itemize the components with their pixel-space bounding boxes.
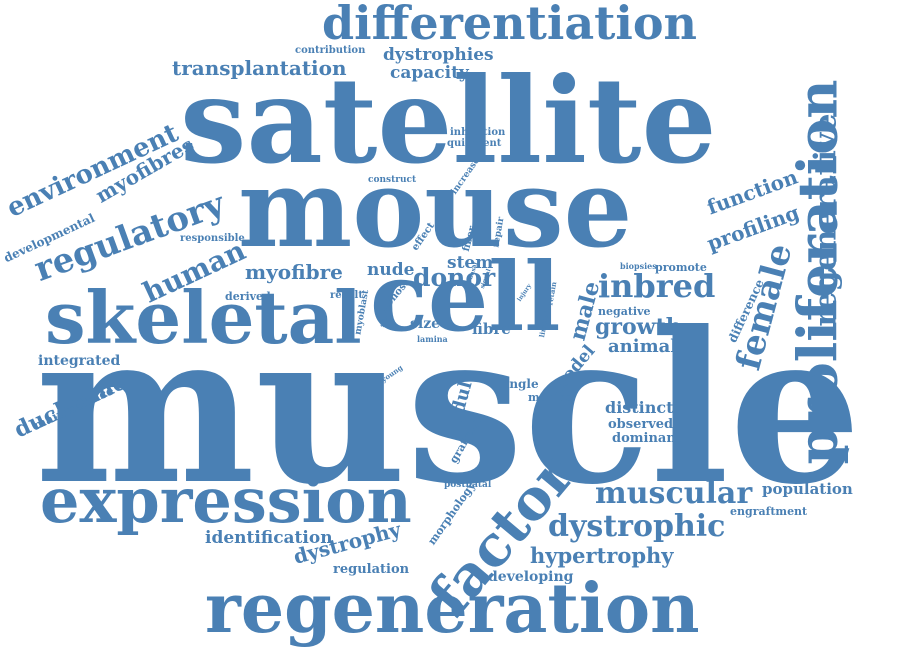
word-dystrophic: dystrophic: [548, 509, 726, 544]
word-construct: construct: [368, 175, 417, 185]
word-dystrophies: dystrophies: [383, 45, 494, 65]
word-lamina: lamina: [417, 334, 448, 344]
word-fibre: fibre: [472, 320, 511, 338]
word-quiescent: quiescent: [447, 138, 502, 149]
word-muscle: muscle: [35, 287, 862, 531]
word-growth: growth: [595, 314, 682, 340]
word-derived: derived: [225, 290, 271, 303]
word-cell: cell: [370, 242, 561, 353]
word-identification: identification: [205, 528, 333, 548]
word-developing: developing: [488, 569, 574, 585]
word-hypertrophy: hypertrophy: [530, 543, 674, 568]
word-regenerative: regenerative: [808, 113, 844, 327]
word-satellite: satellite: [180, 51, 717, 190]
word-mouse: mouse: [238, 146, 633, 272]
word-responsible: responsible: [180, 233, 245, 244]
word-observed: observed: [608, 417, 674, 432]
word-dominant: dominant: [612, 431, 682, 446]
word-nude: nude: [367, 260, 415, 280]
word-differentiation: differentiation: [322, 0, 697, 50]
word-single: single: [498, 377, 539, 391]
word-muscular: muscular: [595, 476, 753, 511]
word-animal: animal: [608, 336, 678, 357]
word-population: population: [762, 480, 853, 498]
word-negative: negative: [598, 305, 651, 318]
word-regulation: regulation: [333, 562, 410, 577]
word-expression: expression: [40, 464, 412, 537]
word-size: size: [410, 316, 441, 332]
word-engraftment: engraftment: [730, 505, 808, 518]
word-promote: promote: [655, 261, 707, 274]
word-capacity: capacity: [390, 63, 469, 83]
word-biopsies: biopsies: [620, 261, 657, 271]
word-result: result: [330, 290, 363, 301]
word-regeneration: regeneration: [205, 569, 700, 649]
word-donor: donor: [413, 263, 496, 292]
word-stem: stem: [447, 253, 494, 273]
word-transplantation: transplantation: [172, 56, 347, 80]
word-contribution: contribution: [295, 45, 366, 56]
word-inhibition: inhibition: [450, 127, 506, 138]
word-skeletal: skeletal: [45, 275, 362, 360]
word-inbred: inbred: [598, 267, 716, 305]
word-integrated: integrated: [38, 353, 121, 369]
word-distinct: distinct: [605, 398, 674, 417]
word-postnatal: postnatal: [444, 480, 492, 490]
word-murine: murine: [528, 391, 573, 404]
word-myofibre: myofibre: [245, 260, 343, 284]
